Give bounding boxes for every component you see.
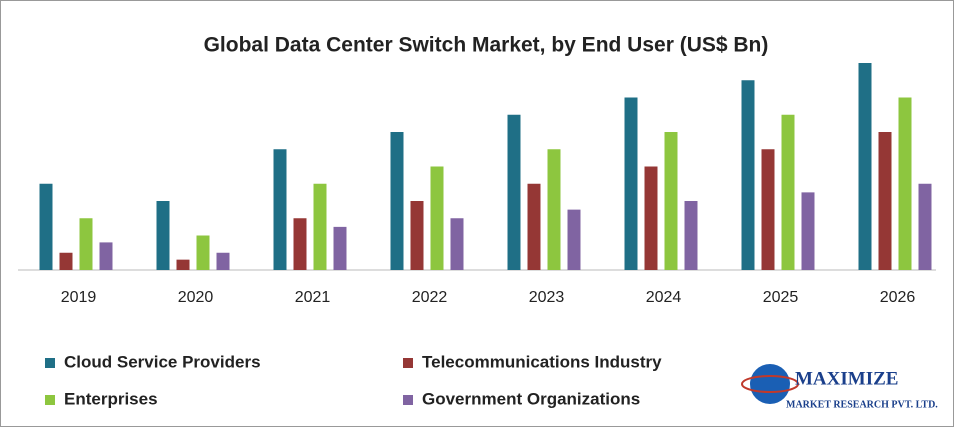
legend-label: Enterprises <box>64 389 158 408</box>
logo-tagline: MARKET RESEARCH PVT. LTD. <box>786 399 938 410</box>
x-tick-label: 2019 <box>61 289 97 306</box>
legend-swatch <box>403 395 413 405</box>
bar <box>430 166 444 270</box>
bar <box>390 132 404 270</box>
legend-label: Telecommunications Industry <box>422 352 662 371</box>
legend-swatch <box>45 395 55 405</box>
bar <box>527 183 541 270</box>
logo-name: MAXIMIZE <box>795 368 898 389</box>
bar <box>664 132 678 270</box>
logo-globe <box>750 364 790 404</box>
x-tick-label: 2026 <box>880 289 916 306</box>
bar <box>547 149 561 270</box>
bar <box>450 218 464 270</box>
legend-swatch <box>45 358 55 368</box>
bar <box>801 192 815 270</box>
bar <box>684 201 698 270</box>
bar <box>333 226 347 270</box>
chart-title: Global Data Center Switch Market, by End… <box>204 34 769 57</box>
bar <box>858 63 872 270</box>
bar <box>216 252 230 270</box>
bar <box>156 201 170 270</box>
bar <box>918 183 932 270</box>
bar <box>59 252 73 270</box>
bar <box>99 242 113 270</box>
legend-swatch <box>403 358 413 368</box>
bar <box>176 259 190 270</box>
bar <box>567 209 581 270</box>
x-tick-label: 2024 <box>646 289 682 306</box>
bar <box>624 97 638 270</box>
x-tick-label: 2023 <box>529 289 565 306</box>
bar <box>39 183 53 270</box>
legend-label: Government Organizations <box>422 389 640 408</box>
x-tick-label: 2022 <box>412 289 448 306</box>
x-tick-label: 2025 <box>763 289 799 306</box>
bar <box>293 218 307 270</box>
bar <box>313 183 327 270</box>
bar <box>410 201 424 270</box>
bar <box>196 235 210 270</box>
logo: MAXIMIZE MARKET RESEARCH PVT. LTD. <box>741 364 938 410</box>
bar <box>273 149 287 270</box>
bar <box>878 132 892 270</box>
bar <box>781 114 795 270</box>
bar <box>79 218 93 270</box>
bar <box>644 166 658 270</box>
x-tick-label: 2020 <box>178 289 214 306</box>
bar <box>741 80 755 270</box>
bar <box>507 114 521 270</box>
bar <box>898 97 912 270</box>
legend-label: Cloud Service Providers <box>64 352 261 371</box>
x-tick-label: 2021 <box>295 289 331 306</box>
logo-orbit <box>741 375 799 393</box>
bar <box>761 149 775 270</box>
